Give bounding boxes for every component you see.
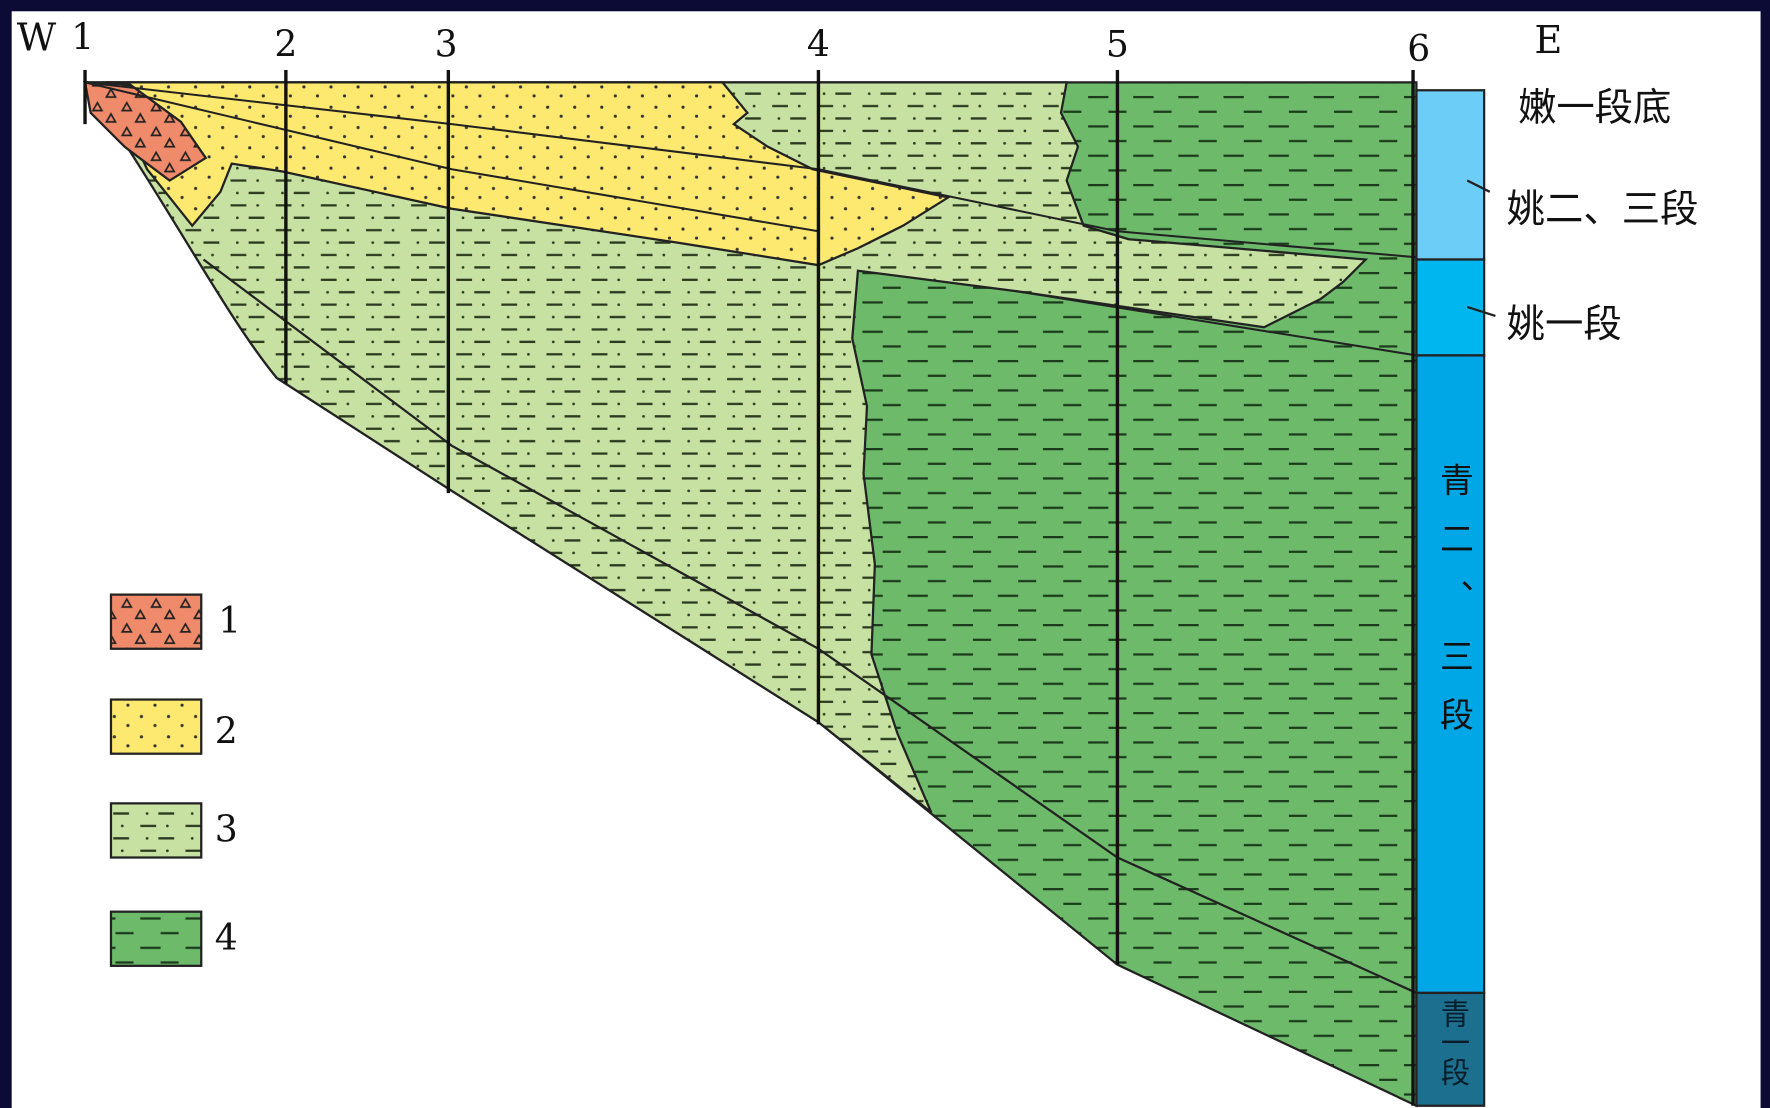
tick	[1466, 179, 1491, 193]
legend-swatch	[109, 593, 203, 650]
west-label: W	[17, 16, 57, 61]
legend	[109, 593, 203, 967]
legend-label: 2	[215, 710, 238, 753]
east-label: E	[1534, 18, 1562, 63]
strata-label: 姚二、三段	[1507, 187, 1699, 232]
strata-label: 青一段	[1436, 998, 1470, 1087]
strata-label: 嫩一段底	[1518, 86, 1671, 131]
well-label: 2	[274, 22, 297, 65]
legend-label: 1	[218, 599, 241, 642]
tick	[1466, 305, 1496, 318]
legend-label: 4	[215, 916, 238, 959]
column-band	[1415, 991, 1486, 1107]
well-label: 1	[71, 16, 94, 59]
well-label: 5	[1106, 22, 1129, 65]
well-label: 6	[1407, 27, 1430, 70]
column-band	[1415, 354, 1486, 995]
well-lines	[83, 69, 1415, 1106]
well-label: 4	[807, 22, 830, 65]
legend-swatch	[109, 802, 203, 859]
strata-label: 姚一段	[1507, 302, 1622, 347]
legend-label: 3	[215, 808, 238, 851]
column-band	[1415, 258, 1486, 357]
legend-swatch	[109, 910, 203, 967]
column-band	[1415, 89, 1486, 261]
well-label: 3	[435, 22, 458, 65]
strat-column	[1415, 89, 1496, 1107]
strata-label: 青二、三段	[1434, 462, 1473, 756]
legend-swatch	[109, 698, 203, 755]
layer-1	[83, 81, 208, 182]
layer-3	[82, 81, 1369, 814]
